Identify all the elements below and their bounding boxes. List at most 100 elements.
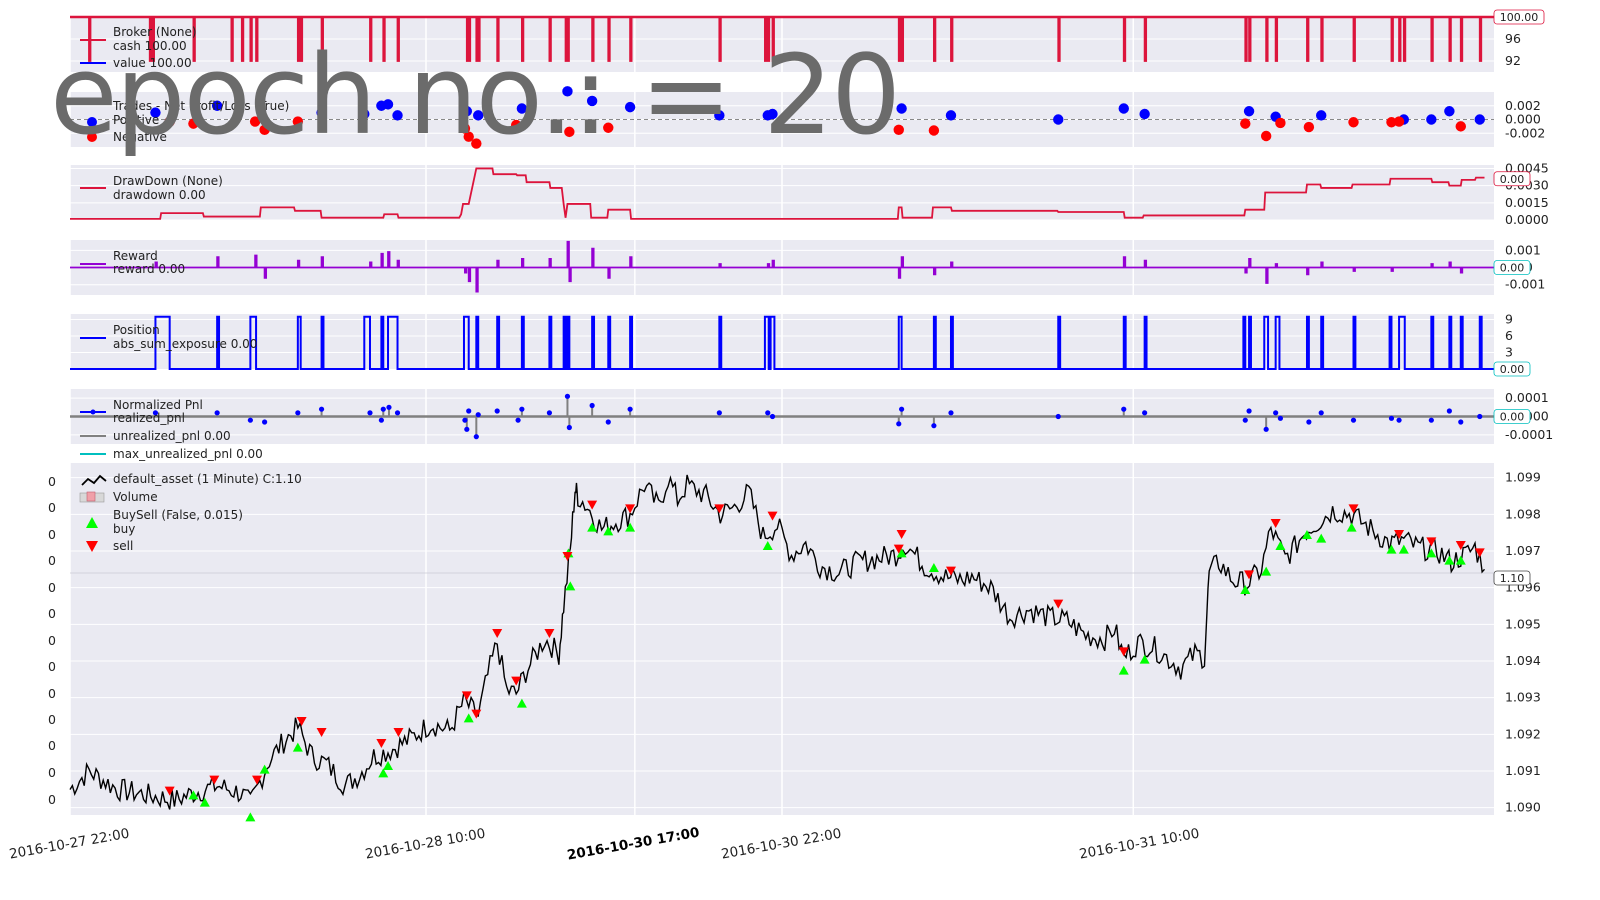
buy-marker-20 [1261,566,1272,576]
sell-marker-23 [1270,519,1281,528]
buy-marker-19 [1240,585,1251,594]
sell-marker-15 [714,504,725,514]
trade-positive-point-27 [1474,114,1485,125]
buy-marker-25 [1386,544,1397,554]
sell-marker-28 [1474,548,1485,558]
realized-pnl-point-22 [589,402,595,409]
price-left-tick-11: 0 [48,765,56,780]
position-series-line [70,315,1494,370]
epoch-overlay-title: epoch no.: = 20 [50,31,901,159]
sell-marker-12 [562,552,573,561]
panel-4-ytick-1: 6 [1505,328,1513,343]
volume-legend-swatch-inner [86,491,96,502]
trade-positive-point-2 [316,107,327,118]
trade-negative-point-5 [459,123,471,134]
panel-1-ytick-2: -0.002 [1505,125,1545,140]
trade-negative-point-18 [1386,117,1397,128]
trades-legend-title: Trades - Net Profit/Loss (True) [112,99,289,113]
panel-5-ytick-0: 0.0001 [1505,390,1549,405]
panel-2-ytick-2: 0.0015 [1505,195,1549,210]
buy-marker-13 [625,522,636,532]
trade-positive-point-13 [714,110,725,121]
drawdown-legend-title: DrawDown (None) [113,174,223,188]
panel-6-last-value-box [1493,570,1531,586]
realized-pnl-point-43 [1388,415,1395,421]
realized-pnl-point-44 [1396,417,1402,423]
trade-positive-point-5 [382,99,394,110]
trade-positive-point-20 [1139,108,1150,120]
pnl-legend-realized-marker [90,409,96,415]
price-left-tick-1: 0 [48,500,56,515]
trade-positive-point-1 [211,100,223,111]
trade-negative-point-8 [510,119,522,131]
realized-pnl-point-23 [605,419,611,425]
trade-positive-point-26 [1444,106,1455,117]
broker-legend-title: Broker (None) [113,25,197,39]
realized-pnl-point-24 [627,406,633,412]
reward-legend-value: reward 0.00 [113,262,185,276]
buy-marker-22 [1301,530,1312,539]
realized-pnl-point-8 [380,406,386,412]
trade-positive-point-3 [359,108,370,120]
pnl-legend-unrealized: unrealized_pnl 0.00 [113,429,231,443]
buy-marker-12 [603,526,614,536]
trade-negative-point-0 [164,116,175,127]
trade-positive-point-17 [945,110,957,121]
panel-1-ytick-0: 0.002 [1505,98,1541,113]
price-left-tick-6: 0 [48,633,56,648]
realized-pnl-point-26 [765,410,771,416]
trade-negative-point-10 [603,122,614,133]
x-tick-label-3: 2016-10-30 22:00 [720,826,843,863]
x-tick-label-0: 2016-10-27 22:00 [8,826,131,863]
panel-3-ytick-0: 0.001 [1505,242,1541,257]
trade-positive-point-6 [392,110,403,121]
trade-positive-point-19 [1118,103,1129,114]
price-ytick-7: 1.092 [1505,726,1541,741]
trade-positive-point-21 [1243,106,1255,117]
realized-pnl-point-10 [394,410,401,416]
sell-marker-21 [1118,647,1129,657]
buy-marker-23 [1316,533,1327,543]
trade-negative-point-6 [463,131,474,142]
sell-marker-17 [893,544,904,554]
drawdown-legend-value: drawdown 0.00 [113,188,206,202]
realized-pnl-point-38 [1273,410,1279,416]
sell-marker-19 [945,566,956,576]
panel-4-last-value-label: 0.00 [1500,363,1525,376]
sell-marker-6 [393,728,404,737]
sell-marker-24 [1348,504,1359,514]
realized-pnl-point-40 [1306,419,1312,425]
price-legend-buy: buy [113,522,135,536]
trade-negative-point-7 [471,138,482,149]
trade-positive-point-10 [562,86,573,97]
buy-marker-18 [1139,654,1150,664]
sell-marker-9 [492,629,503,638]
panel-5-last-value-box [1493,409,1531,424]
x-tick-label-4: 2016-10-31 10:00 [1078,826,1201,863]
buy-marker-16 [928,563,939,572]
trade-positive-point-11 [586,95,598,107]
price-ytick-5: 1.094 [1505,653,1541,668]
trade-positive-point-8 [473,110,484,121]
price-ytick-4: 1.095 [1505,616,1541,631]
buy-marker-5 [378,768,389,778]
buy-marker-0 [188,790,199,800]
trade-negative-point-2 [249,116,261,127]
price-left-tick-2: 0 [48,527,56,542]
price-legend-volume: Volume [113,490,158,504]
price-ytick-1: 1.098 [1505,506,1541,521]
reward-series-line [70,240,1494,293]
realized-pnl-point-21 [566,424,572,431]
realized-pnl-point-33 [1121,406,1127,412]
realized-pnl-point-20 [564,393,571,399]
panel-2-last-value-box [1493,171,1531,187]
trade-positive-point-25 [1426,114,1437,125]
price-ytick-0: 1.099 [1505,470,1541,485]
trade-negative-point-14 [1260,130,1272,142]
buy-marker-24 [1346,522,1357,532]
position-legend-value: abs_sum_exposure 0.00 [113,337,257,351]
realized-pnl-point-5 [318,406,325,412]
buy-marker-7 [463,713,474,723]
price-ytick-6: 1.093 [1505,690,1541,705]
